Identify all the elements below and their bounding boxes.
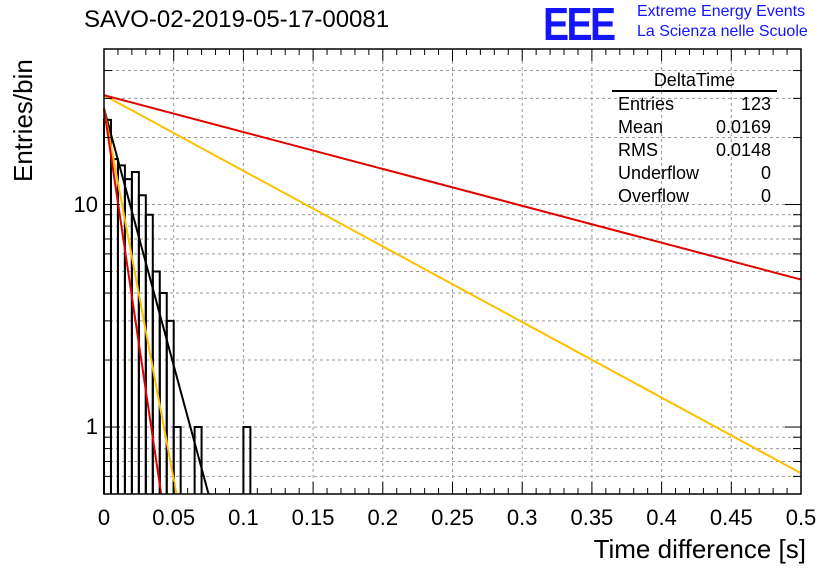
histogram-bin	[172, 426, 182, 494]
stats-label: Mean	[618, 117, 664, 137]
x-tick-label: 0.05	[152, 505, 196, 530]
fit-line	[103, 108, 178, 495]
stats-row: RMS 0.0148	[612, 140, 777, 163]
stats-label: RMS	[618, 140, 658, 160]
x-tick-label: 0.2	[367, 505, 399, 530]
fit-line	[103, 94, 802, 281]
x-tick-label: 0.15	[291, 505, 335, 530]
x-tick-label: 0	[97, 505, 111, 530]
stats-value: 123	[740, 94, 771, 114]
logo-line-2: La Scienza nelle Scuole	[637, 23, 808, 40]
x-tick-label: 0.25	[431, 505, 474, 530]
x-tick-label: 0.3	[506, 505, 538, 530]
axis-ticks	[103, 49, 802, 494]
stats-row: Underflow 0	[612, 163, 777, 186]
fit-curves	[103, 94, 802, 495]
stats-value: 0.0169	[715, 117, 771, 137]
x-tick-label: 0.35	[570, 505, 614, 530]
logo-line-1: Extreme Energy Events	[637, 3, 806, 20]
histogram-bin	[165, 319, 175, 494]
chart-title: SAVO-02-2019-05-17-00081	[84, 6, 390, 33]
eee-logo: EEE	[543, 0, 616, 50]
histogram-bars	[103, 118, 252, 494]
stats-row: Entries 123	[612, 94, 777, 117]
x-tick-label: 0.5	[785, 505, 817, 530]
histogram-bin	[242, 426, 252, 494]
fit-line	[103, 108, 163, 495]
y-tick-label: 1	[85, 414, 98, 440]
stats-label: Overflow	[618, 186, 690, 206]
fit-line	[103, 94, 802, 475]
y-tick-label: 10	[73, 191, 98, 217]
stats-value: 0	[760, 186, 771, 206]
stats-title: DeltaTime	[612, 70, 777, 92]
x-axis-label: Time difference [s]	[593, 534, 806, 564]
x-tick-label: 0.45	[709, 505, 753, 530]
x-tick-label: 0.4	[646, 505, 677, 530]
histogram-bin	[109, 158, 119, 494]
histogram-bin	[103, 118, 112, 494]
stats-label: Entries	[618, 94, 675, 114]
stats-box: DeltaTime Entries 123 Mean 0.0169 RMS 0.0148 U…	[612, 70, 777, 209]
stats-row: Mean 0.0169	[612, 117, 777, 140]
stats-row: Overflow 0	[612, 186, 777, 209]
y-axis-label: Entries/bin	[8, 59, 38, 182]
x-tick-label: 0.1	[228, 505, 259, 530]
histogram-bin	[193, 426, 203, 494]
fit-line	[103, 108, 210, 495]
stats-label: Underflow	[618, 163, 700, 183]
grid	[104, 49, 801, 494]
stats-value: 0.0148	[715, 140, 771, 160]
stats-value: 0	[760, 163, 771, 183]
